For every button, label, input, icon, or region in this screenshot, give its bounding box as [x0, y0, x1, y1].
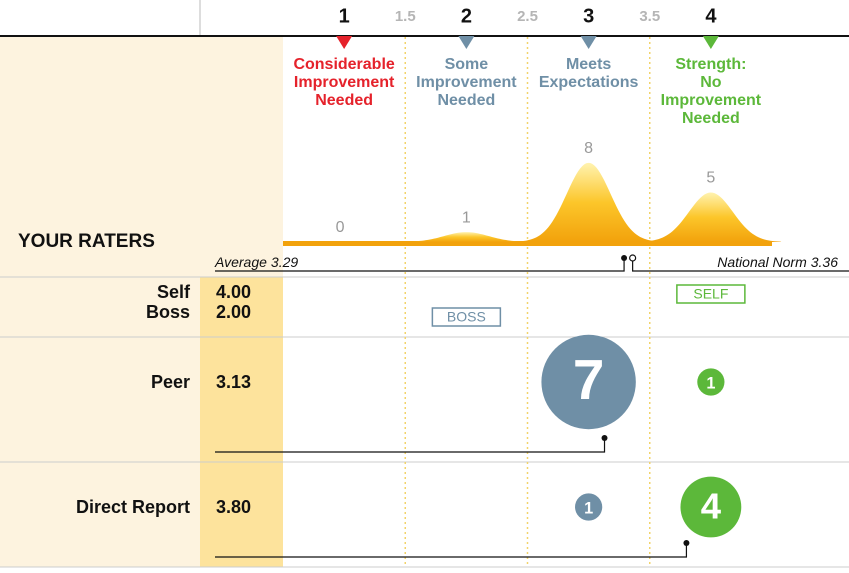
x-tick-label: 3 — [583, 5, 594, 27]
bubble-label: 4 — [701, 486, 722, 527]
label-column — [0, 277, 200, 567]
bubble — [541, 334, 636, 430]
bubble — [697, 368, 725, 396]
average-marker — [215, 259, 625, 272]
average-label: Average 3.29 — [214, 254, 298, 270]
category-label: Improvement — [661, 92, 762, 109]
rater-score: 2.00 — [216, 302, 251, 322]
rater-name: Boss — [146, 302, 190, 322]
header-band — [0, 36, 283, 277]
rater-score: 4.00 — [216, 282, 251, 302]
pointer — [702, 36, 719, 49]
pointer — [580, 36, 597, 49]
category-label: Needed — [682, 110, 740, 127]
distribution-hump — [395, 232, 537, 242]
bubble-label: 7 — [573, 349, 605, 412]
score-dot — [683, 540, 690, 546]
rater-score: 3.13 — [216, 372, 251, 392]
rater-name: Direct Report — [76, 497, 190, 517]
category-label: No — [700, 74, 722, 91]
score-marker — [215, 440, 606, 453]
bubble-label: 1 — [584, 499, 593, 517]
average-value: 3.29 — [271, 254, 298, 270]
distribution-title: YOUR RATERS — [18, 231, 155, 252]
norm-label: National Norm 3.36 — [717, 254, 838, 270]
count-label: 0 — [336, 219, 345, 236]
badge-label: SELF — [693, 286, 728, 302]
pointer — [458, 36, 475, 49]
distribution-base — [283, 241, 772, 246]
count-label: 8 — [584, 140, 593, 157]
category-label: Strength: — [675, 56, 746, 73]
category-label: Needed — [437, 92, 495, 109]
rater-name: Peer — [151, 372, 190, 392]
count-label: 1 — [462, 209, 471, 226]
norm-text: National Norm — [717, 254, 807, 270]
category-label: Improvement — [416, 74, 517, 91]
category-label: Some — [445, 56, 489, 73]
average-text: Average — [214, 254, 267, 270]
average-dot — [621, 255, 628, 261]
category-label: Considerable — [293, 56, 394, 73]
x-tick-label: 1 — [339, 5, 350, 27]
rater-score: 3.80 — [216, 497, 251, 517]
score-marker — [215, 545, 688, 558]
score-column — [200, 277, 283, 567]
pointer — [336, 36, 353, 49]
category-label: Needed — [315, 92, 373, 109]
x-tick-label: 2.5 — [517, 8, 538, 25]
x-tick-label: 3.5 — [639, 8, 660, 25]
score-dot — [601, 435, 608, 441]
bubble — [575, 493, 603, 521]
badge-box — [431, 307, 502, 327]
x-tick-label: 2 — [461, 5, 472, 27]
rater-name: Self — [157, 282, 191, 302]
bubble-label: 1 — [706, 374, 715, 392]
distribution-hump — [640, 192, 782, 242]
norm-dot — [629, 254, 637, 262]
badge-label: BOSS — [447, 309, 486, 325]
bubble — [680, 476, 742, 538]
x-tick-label: 4 — [705, 5, 717, 27]
distribution-hump — [518, 162, 660, 242]
norm-value: 3.36 — [811, 254, 838, 270]
badge-box — [676, 284, 746, 304]
norm-marker — [632, 261, 849, 272]
category-label: Improvement — [294, 74, 395, 91]
category-label: Expectations — [539, 74, 639, 91]
category-label: Meets — [566, 56, 611, 73]
count-label: 5 — [706, 170, 715, 187]
x-tick-label: 1.5 — [395, 8, 416, 25]
